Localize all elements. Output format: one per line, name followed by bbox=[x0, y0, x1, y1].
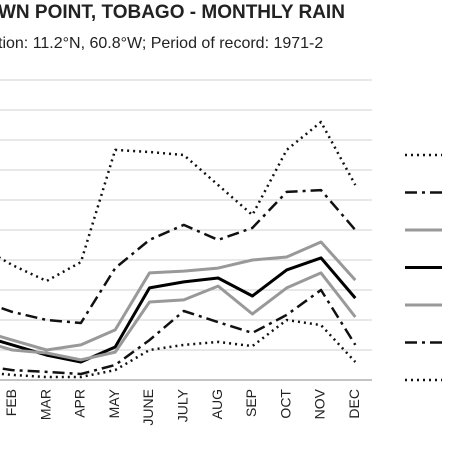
series-line bbox=[0, 188, 357, 325]
x-tick-label: DEC bbox=[346, 389, 362, 419]
x-tick-label: JULY bbox=[175, 388, 191, 422]
series-line bbox=[0, 318, 357, 379]
x-tick-label: MAY bbox=[106, 388, 122, 418]
x-tick-label: FEB bbox=[3, 389, 19, 416]
x-tick-label: AUG bbox=[209, 389, 225, 419]
x-tick-label: OCT bbox=[277, 389, 293, 419]
x-tick-label: NOV bbox=[312, 388, 328, 419]
chart-title: WN POINT, TOBAGO - MONTHLY RAIN bbox=[0, 2, 345, 23]
series-line bbox=[0, 240, 357, 352]
x-tick-label: MAR bbox=[37, 389, 53, 420]
x-tick-label: APR bbox=[72, 389, 88, 418]
series-line bbox=[0, 120, 357, 283]
chart-subtitle: tion: 11.2°N, 60.8°W; Period of record: … bbox=[0, 35, 323, 52]
x-tick-label: JUNE bbox=[140, 389, 156, 426]
series-line bbox=[0, 271, 357, 362]
series-line bbox=[0, 256, 357, 364]
series-line bbox=[0, 288, 357, 376]
x-tick-label: SEP bbox=[243, 389, 259, 417]
